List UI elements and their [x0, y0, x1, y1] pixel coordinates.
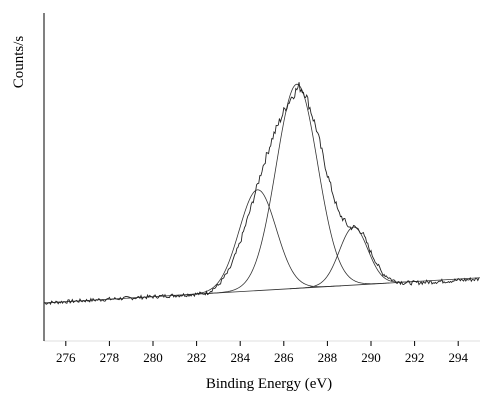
- measured-spectrum-line: [43, 82, 480, 306]
- fit-component-2: [203, 83, 390, 295]
- x-axis-label: Binding Energy (eV): [206, 376, 332, 392]
- x-tick-label: 284: [230, 350, 250, 365]
- x-tick-label: 280: [143, 350, 163, 365]
- x-tick-label: 292: [405, 350, 425, 365]
- fit-component-3: [289, 226, 418, 290]
- x-ticks: 276 278 280 282 284 286 288 290 292 294: [56, 341, 468, 365]
- x-tick-label: 282: [187, 350, 207, 365]
- x-tick-label: 286: [274, 350, 294, 365]
- fit-component-1: [174, 189, 341, 296]
- x-tick-label: 294: [448, 350, 468, 365]
- axes: [43, 13, 480, 342]
- x-tick-label: 288: [318, 350, 338, 365]
- x-tick-label: 290: [361, 350, 381, 365]
- y-axis-label: Counts/s: [11, 36, 27, 89]
- x-tick-label: 278: [100, 350, 120, 365]
- x-tick-label: 276: [56, 350, 76, 365]
- plot-area: [43, 82, 480, 306]
